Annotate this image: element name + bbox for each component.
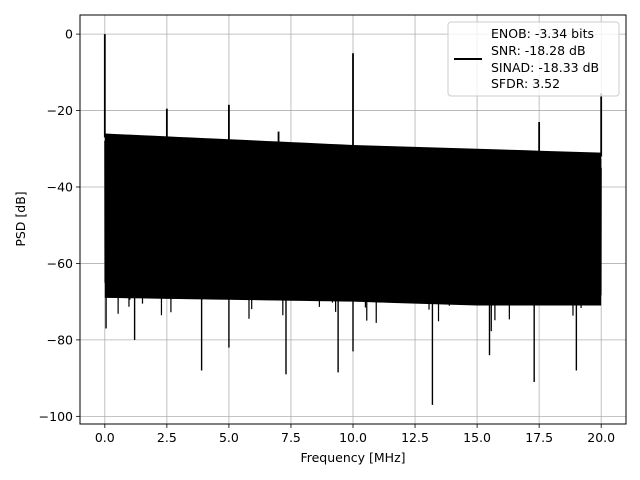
x-tick-label: 0.0 bbox=[95, 430, 115, 445]
y-tick-label: −100 bbox=[39, 409, 73, 424]
x-tick-label: 7.5 bbox=[281, 430, 301, 445]
legend-snr: SNR: -18.28 dB bbox=[491, 43, 586, 58]
y-tick-label: −20 bbox=[47, 103, 73, 118]
y-tick-label: −40 bbox=[47, 180, 73, 195]
legend: ENOB: -3.34 bits SNR: -18.28 dB SINAD: -… bbox=[447, 21, 620, 97]
legend-sinad: SINAD: -18.33 dB bbox=[491, 60, 599, 75]
psd-trace bbox=[103, 34, 603, 405]
x-tick-label: 12.5 bbox=[401, 430, 429, 445]
x-tick-label: 15.0 bbox=[463, 430, 491, 445]
x-tick-label: 2.5 bbox=[157, 430, 177, 445]
x-tick-label: 20.0 bbox=[587, 430, 615, 445]
x-axis-ticks: 0.0 2.5 5.0 7.5 10.0 12.5 15.0 17.5 20.0 bbox=[95, 424, 615, 445]
y-axis-ticks: 0 −20 −40 −60 −80 −100 bbox=[39, 27, 80, 424]
y-tick-label: −80 bbox=[47, 332, 73, 347]
legend-box bbox=[447, 21, 620, 97]
x-tick-label: 10.0 bbox=[339, 430, 367, 445]
y-tick-label: 0 bbox=[65, 27, 73, 42]
y-tick-label: −60 bbox=[47, 256, 73, 271]
legend-sfdr: SFDR: 3.52 bbox=[491, 76, 560, 91]
psd-noise-band bbox=[104, 133, 602, 306]
x-tick-label: 17.5 bbox=[525, 430, 553, 445]
x-axis-label: Frequency [MHz] bbox=[300, 450, 405, 465]
x-tick-label: 5.0 bbox=[219, 430, 239, 445]
legend-enob: ENOB: -3.34 bits bbox=[491, 26, 594, 41]
y-axis-label: PSD [dB] bbox=[13, 191, 28, 246]
